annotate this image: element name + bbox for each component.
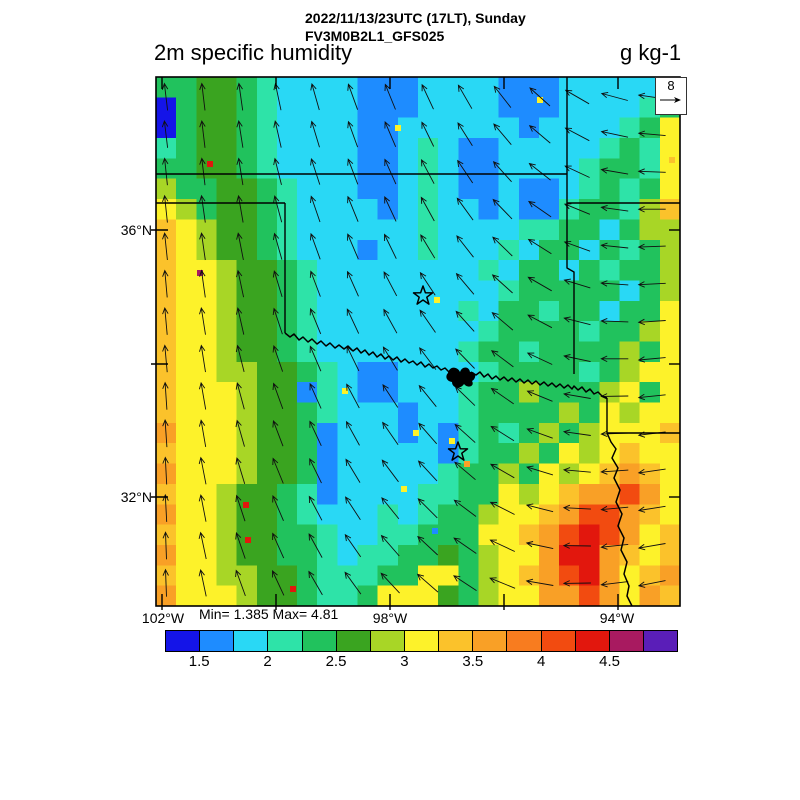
star-markers [412,285,469,461]
colorbar-segment [336,631,371,651]
colorbar-segment [507,631,542,651]
lon-label: 102°W [141,610,185,626]
colorbar-tick-label: 2 [263,653,272,670]
colorbar-segment [302,631,337,651]
wind-reference-arrow-icon [660,97,681,103]
humidity-field [156,77,681,607]
map-frame [155,76,681,607]
state-borders [156,77,680,434]
lake-texoma-blob [446,367,476,388]
units-label: g kg-1 [620,40,682,65]
colorbar-tick-label: 2.5 [325,653,347,670]
model-title: FV3M0B2L1_GFS025 [305,28,445,44]
min-max-stats: Min= 1.385 Max= 4.81 [199,606,339,622]
colorbar-segment [643,631,678,651]
star-marker [412,285,434,305]
colorbar-segment [575,631,610,651]
wind-reference-value: 8 [667,78,675,93]
colorbar-segment [200,631,235,651]
colorbar-tick-label: 3 [400,653,409,670]
colorbar-tick-label: 3.5 [462,653,484,670]
colorbar-segment [609,631,644,651]
colorbar-segment [541,631,576,651]
colorbar-segment [234,631,269,651]
star-marker [447,441,469,461]
datetime-title: 2022/11/13/23UTC (17LT), Sunday [305,10,526,26]
colorbar-tick-label: 4.5 [599,653,621,670]
colorbar-segment [370,631,405,651]
lon-label: 94°W [599,610,635,626]
field-specks [197,97,675,592]
colorbar-segment [268,631,303,651]
lat-label: 36°N [120,222,152,238]
colorbar-segment [439,631,474,651]
colorbar-tick-label: 4 [537,653,546,670]
axis-ticks [151,77,680,610]
colorbar-tick-label: 1.5 [188,653,210,670]
colorbar-segment [404,631,440,651]
red-river-border [284,332,633,607]
colorbar-segment [473,631,508,651]
wind-reference-box: 8 [655,77,687,115]
lat-label: 32°N [120,489,152,505]
colorbar-tick-labels: 1.5 2 2.5 3 3.5 4 4.5 [165,653,678,671]
lon-label: 98°W [372,610,408,626]
colorbar-segment [166,631,201,651]
wind-arrows [161,82,666,597]
variable-title: 2m specific humidity [154,40,353,65]
colorbar [165,630,678,652]
